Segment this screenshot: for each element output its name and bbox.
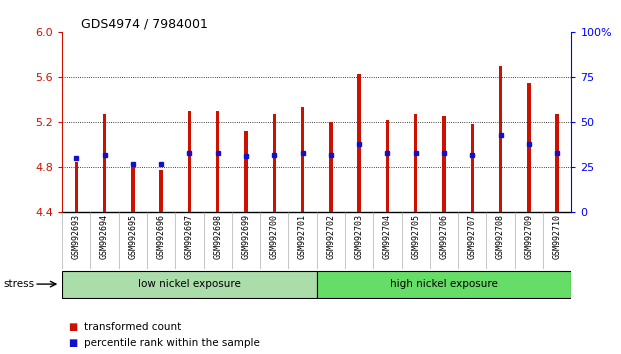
Bar — [555, 114, 559, 212]
Text: GSM992705: GSM992705 — [411, 213, 420, 258]
Text: high nickel exposure: high nickel exposure — [390, 279, 498, 289]
Text: GSM992707: GSM992707 — [468, 213, 477, 258]
Bar — [442, 116, 446, 212]
Bar — [329, 122, 333, 212]
Text: GDS4974 / 7984001: GDS4974 / 7984001 — [81, 18, 207, 31]
Text: transformed count: transformed count — [84, 322, 181, 332]
Text: GSM992696: GSM992696 — [156, 213, 166, 258]
Text: GSM992709: GSM992709 — [524, 213, 533, 258]
Text: GSM992710: GSM992710 — [553, 213, 561, 258]
Text: GSM992704: GSM992704 — [383, 213, 392, 258]
Text: stress: stress — [3, 279, 34, 289]
Text: ■: ■ — [68, 322, 78, 332]
Bar — [216, 111, 219, 212]
Bar — [358, 74, 361, 212]
Bar — [244, 131, 248, 212]
Bar — [499, 66, 502, 212]
Bar — [301, 108, 304, 212]
Text: GSM992706: GSM992706 — [440, 213, 448, 258]
Text: GSM992697: GSM992697 — [185, 213, 194, 258]
Text: ■: ■ — [68, 338, 78, 348]
Bar — [317, 271, 571, 298]
Text: GSM992698: GSM992698 — [213, 213, 222, 258]
Text: GSM992694: GSM992694 — [100, 213, 109, 258]
Bar — [131, 167, 135, 212]
Bar — [188, 111, 191, 212]
Text: low nickel exposure: low nickel exposure — [138, 279, 241, 289]
Text: GSM992703: GSM992703 — [355, 213, 364, 258]
Text: GSM992693: GSM992693 — [72, 213, 81, 258]
Bar — [75, 162, 78, 212]
Text: GSM992702: GSM992702 — [327, 213, 335, 258]
Text: GSM992695: GSM992695 — [129, 213, 137, 258]
Text: GSM992700: GSM992700 — [270, 213, 279, 258]
Bar — [414, 114, 417, 212]
Bar — [62, 271, 317, 298]
Text: GSM992699: GSM992699 — [242, 213, 250, 258]
Bar — [471, 124, 474, 212]
Text: GSM992701: GSM992701 — [298, 213, 307, 258]
Text: GSM992708: GSM992708 — [496, 213, 505, 258]
Bar — [273, 114, 276, 212]
Bar — [160, 170, 163, 212]
Text: percentile rank within the sample: percentile rank within the sample — [84, 338, 260, 348]
Bar — [386, 120, 389, 212]
Bar — [527, 82, 530, 212]
Bar — [103, 114, 106, 212]
